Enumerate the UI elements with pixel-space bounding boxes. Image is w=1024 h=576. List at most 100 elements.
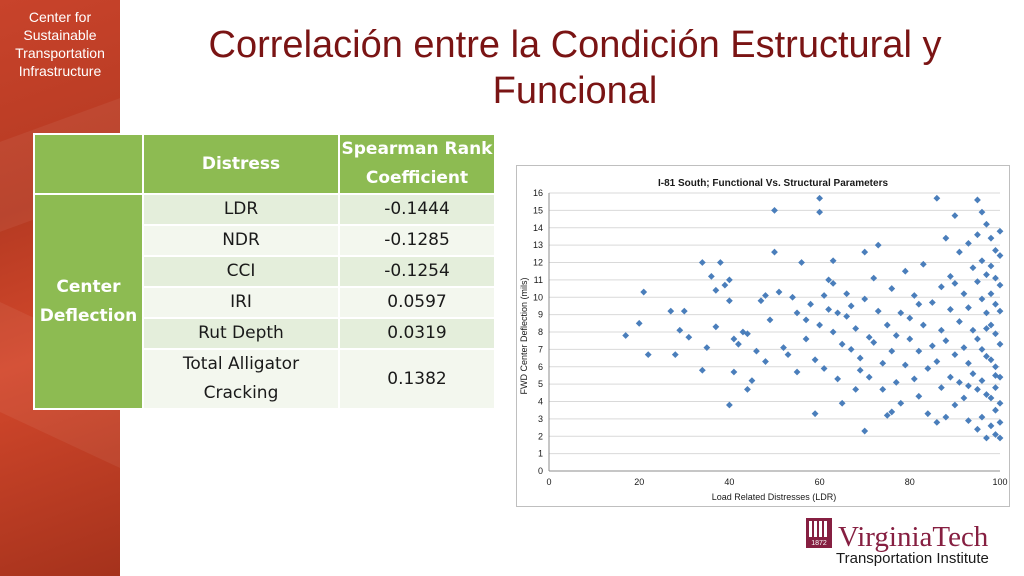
data-point [771, 206, 778, 214]
data-point [906, 335, 914, 343]
table-cell-distress: LDR [142, 193, 340, 226]
data-point [946, 306, 954, 313]
data-point [753, 347, 760, 355]
data-point [802, 335, 810, 343]
data-point [712, 323, 720, 331]
data-point [784, 351, 792, 358]
table-cell-line: Cracking [203, 383, 279, 403]
vt-wordmark: VirginiaTech [838, 521, 989, 553]
data-point [802, 316, 810, 324]
y-tick-label: 12 [533, 258, 543, 268]
data-point [879, 359, 887, 367]
table-cell-coef: -0.1254 [338, 255, 496, 288]
data-point [951, 351, 959, 358]
y-tick-label: 16 [533, 188, 543, 198]
data-point [762, 358, 769, 365]
data-point [956, 318, 963, 325]
data-point [825, 276, 833, 284]
table-row: NDR -0.1285 [34, 224, 496, 257]
data-point [978, 295, 986, 303]
data-point [680, 307, 688, 315]
data-point [703, 344, 711, 352]
data-point [978, 413, 986, 421]
data-point [793, 309, 801, 317]
table-row: IRI 0.0597 [34, 286, 496, 319]
data-point [811, 356, 819, 364]
data-point [739, 328, 747, 336]
data-point [685, 333, 693, 341]
data-point [992, 384, 999, 391]
data-point [861, 248, 869, 256]
data-point [879, 385, 887, 393]
data-point [856, 366, 864, 374]
org-name-line: Sustainable [23, 27, 97, 43]
data-point [996, 399, 1004, 407]
data-point [838, 399, 846, 407]
data-point [861, 295, 869, 303]
data-point [974, 335, 981, 343]
data-point [987, 234, 995, 242]
data-point [771, 248, 778, 256]
data-point [956, 378, 963, 386]
data-point [983, 220, 990, 228]
data-point [820, 365, 828, 372]
data-point [978, 257, 986, 265]
table-cell-coef: 0.1382 [338, 348, 496, 410]
data-point [969, 264, 977, 272]
group-label-line: Center [56, 276, 121, 297]
data-point [983, 352, 990, 360]
data-point [983, 325, 990, 332]
data-point [942, 234, 950, 242]
data-point [707, 273, 715, 280]
data-point [915, 392, 923, 400]
org-name: Center for Sustainable Transportation In… [0, 8, 120, 80]
data-point [856, 354, 864, 362]
data-point [780, 344, 787, 352]
data-point [644, 351, 652, 358]
data-point [969, 326, 977, 334]
data-point [816, 321, 823, 329]
data-point [865, 373, 873, 381]
data-point [933, 358, 941, 365]
data-point [775, 288, 783, 296]
data-point [838, 340, 846, 348]
data-point [847, 302, 855, 310]
table-header-blank [33, 133, 144, 195]
data-point [924, 365, 932, 372]
data-point [996, 307, 1004, 315]
data-point [992, 274, 999, 282]
data-point [816, 194, 823, 202]
data-point [915, 300, 923, 308]
data-point [834, 375, 842, 383]
slide-title-line: Funcional [492, 70, 658, 112]
y-tick-label: 11 [534, 275, 543, 285]
data-point [829, 279, 837, 287]
data-point [996, 434, 1004, 442]
data-point [910, 375, 918, 383]
data-point [951, 212, 959, 219]
data-point [983, 391, 990, 398]
data-point [762, 292, 769, 299]
data-point [716, 259, 724, 266]
data-point [960, 290, 968, 298]
table-row: Total Alligator Cracking 0.1382 [34, 348, 496, 410]
x-tick-label: 80 [905, 477, 915, 487]
vt-shield-year: 1872 [811, 540, 827, 547]
data-point [919, 321, 927, 329]
data-point [874, 241, 882, 249]
data-point [874, 307, 882, 315]
data-point [960, 344, 968, 352]
data-point [992, 431, 999, 438]
y-tick-label: 3 [538, 414, 543, 424]
data-point [910, 292, 918, 299]
data-point [698, 259, 706, 266]
data-point [983, 434, 990, 442]
table-cell-distress: Total Alligator Cracking [142, 348, 340, 410]
data-point [974, 196, 981, 204]
data-point [983, 271, 990, 279]
group-label-center-deflection: Center Deflection [33, 193, 144, 410]
data-point [798, 259, 805, 266]
org-name-line: Transportation [15, 45, 105, 61]
y-tick-label: 14 [533, 223, 543, 233]
table-header-coefficient: Spearman Rank Coefficient [338, 133, 496, 195]
